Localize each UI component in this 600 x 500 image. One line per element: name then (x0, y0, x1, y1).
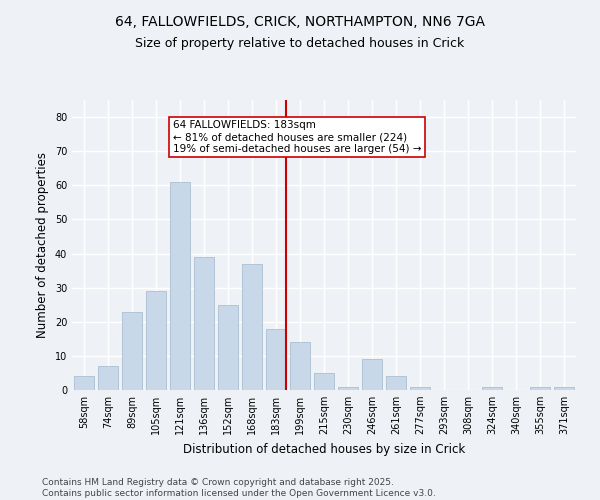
X-axis label: Distribution of detached houses by size in Crick: Distribution of detached houses by size … (183, 442, 465, 456)
Bar (122, 312, 142, 390)
Bar (242, 264, 262, 390)
Bar (554, 386, 574, 390)
Bar (218, 304, 238, 390)
Text: 64, FALLOWFIELDS, CRICK, NORTHAMPTON, NN6 7GA: 64, FALLOWFIELDS, CRICK, NORTHAMPTON, NN… (115, 15, 485, 29)
Bar (146, 291, 166, 390)
Text: Size of property relative to detached houses in Crick: Size of property relative to detached ho… (136, 38, 464, 51)
Bar (170, 182, 190, 390)
Bar (410, 386, 430, 390)
Y-axis label: Number of detached properties: Number of detached properties (36, 152, 49, 338)
Bar (362, 360, 382, 390)
Bar (266, 328, 286, 390)
Bar (386, 376, 406, 390)
Bar (314, 373, 334, 390)
Bar (98, 366, 118, 390)
Bar (482, 386, 502, 390)
Text: Contains HM Land Registry data © Crown copyright and database right 2025.
Contai: Contains HM Land Registry data © Crown c… (42, 478, 436, 498)
Text: 64 FALLOWFIELDS: 183sqm
← 81% of detached houses are smaller (224)
19% of semi-d: 64 FALLOWFIELDS: 183sqm ← 81% of detache… (173, 120, 421, 154)
Bar (290, 342, 310, 390)
Bar (530, 386, 550, 390)
Bar (74, 376, 94, 390)
Bar (194, 257, 214, 390)
Bar (338, 386, 358, 390)
